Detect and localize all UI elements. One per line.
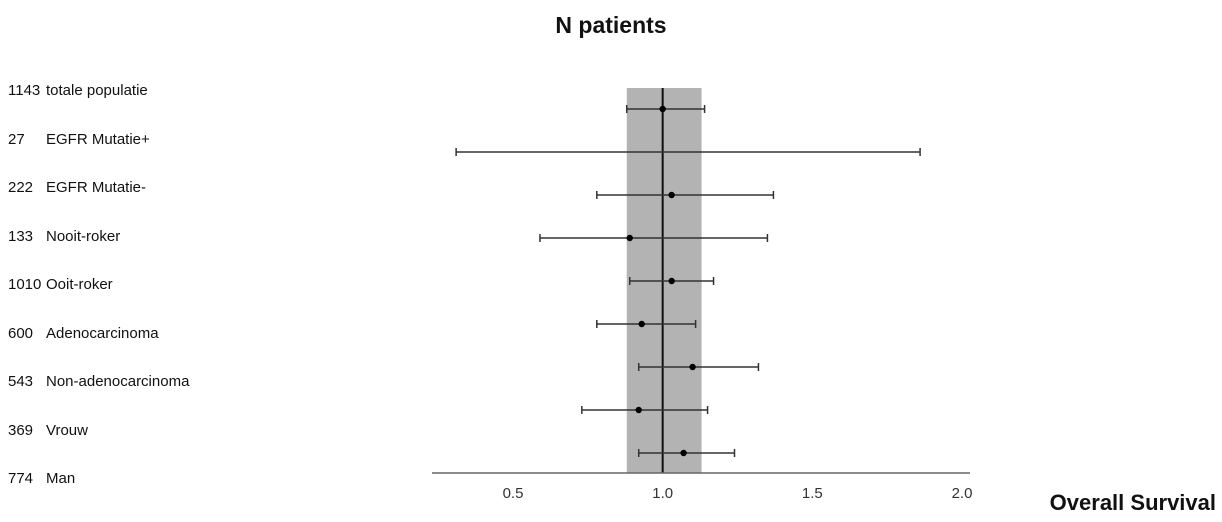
- row-subgroup: Man: [46, 470, 76, 487]
- row-n: 27: [8, 130, 25, 148]
- row-subgroup: Adenocarcinoma: [46, 324, 159, 342]
- point-estimate: [659, 105, 666, 113]
- row-subgroup: Vrouw: [46, 421, 88, 439]
- point-estimate: [680, 449, 687, 457]
- row-label: 1010 Ooit-roker: [8, 276, 113, 293]
- row-subgroup: Nooit-roker: [46, 227, 121, 245]
- point-estimate: [638, 320, 645, 328]
- row-label: 222 EGFR Mutatie-: [8, 179, 146, 196]
- point-estimate: [635, 406, 642, 414]
- row-n: 774: [8, 470, 34, 487]
- row-subgroup: EGFR Mutatie+: [46, 130, 150, 148]
- row-n: 1143: [8, 82, 41, 99]
- row-label: 369 Vrouw: [8, 422, 88, 439]
- point-estimate: [689, 363, 696, 371]
- row-label: 133 Nooit-roker: [8, 228, 120, 245]
- x-tick-label: 1.0: [652, 485, 673, 502]
- row-subgroup: Ooit-roker: [46, 276, 113, 293]
- x-tick-label: 1.5: [802, 485, 823, 502]
- x-tick-label: 0.5: [503, 485, 524, 502]
- row-subgroup: Non-adenocarcinoma: [46, 373, 190, 390]
- point-estimate: [668, 191, 675, 199]
- row-label: 27 EGFR Mutatie+: [8, 131, 150, 148]
- row-subgroup: totale populatie: [46, 82, 148, 99]
- point-estimate: [668, 277, 675, 285]
- x-axis-title: Overall Survival: [1049, 490, 1216, 515]
- row-n: 133: [8, 227, 34, 245]
- row-n: 222: [8, 179, 34, 196]
- point-estimate: [626, 234, 633, 242]
- row-subgroup: EGFR Mutatie-: [46, 179, 147, 196]
- row-label: 774 Man: [8, 470, 75, 487]
- row-n: 543: [8, 373, 34, 390]
- chart-title: N patients: [555, 12, 667, 38]
- row-n: 369: [8, 421, 34, 439]
- row-label: 600 Adenocarcinoma: [8, 325, 159, 342]
- row-n: 600: [8, 324, 34, 342]
- x-tick-label: 2.0: [952, 485, 973, 502]
- row-label: 543 Non-adenocarcinoma: [8, 373, 189, 390]
- row-n: 1010: [8, 276, 42, 293]
- row-label: 1143 totale populatie: [8, 82, 148, 99]
